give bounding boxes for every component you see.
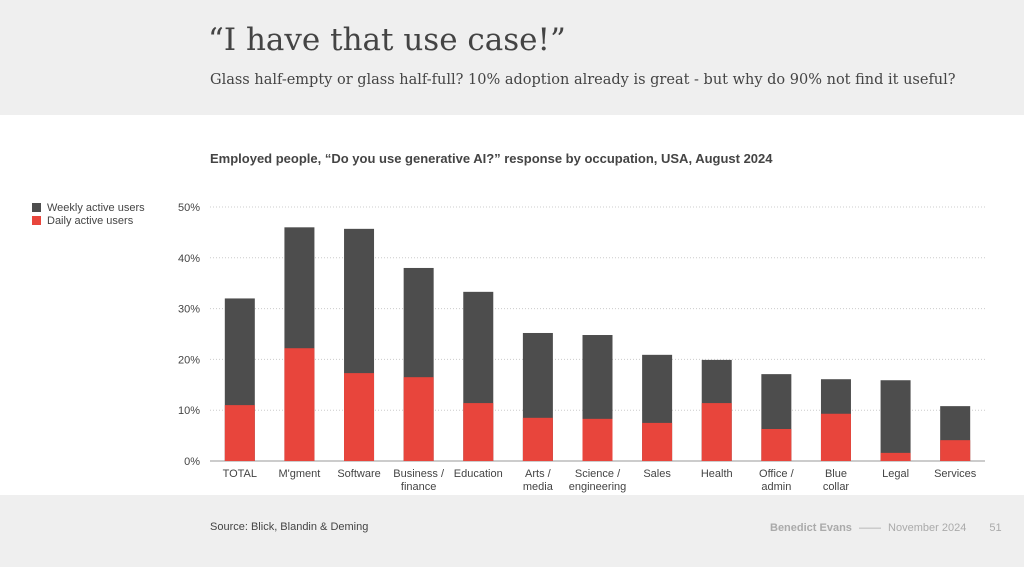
separator: ——: [858, 522, 881, 534]
x-tick-label: collar: [823, 481, 850, 493]
y-tick-label: 50%: [178, 202, 200, 214]
x-tick-label: M'gment: [279, 468, 321, 480]
bar-weekly: [880, 380, 911, 461]
legend-item-weekly: Weekly active users: [32, 201, 145, 214]
bar-daily: [284, 348, 315, 461]
x-tick-label: Office /: [759, 468, 795, 480]
bar-daily: [403, 377, 434, 461]
bar-daily: [582, 418, 613, 461]
y-tick-label: 20%: [178, 354, 200, 366]
slide-subtitle: Glass half-empty or glass half-full? 10%…: [210, 72, 956, 88]
author: Benedict Evans: [770, 522, 852, 534]
bar-daily: [224, 405, 255, 461]
x-tick-label: Software: [337, 468, 380, 480]
legend-label: Weekly active users: [47, 201, 145, 214]
bar-daily: [880, 452, 911, 461]
chart-title: Employed people, “Do you use generative …: [210, 151, 773, 166]
x-tick-label: finance: [401, 481, 436, 493]
bar-daily: [820, 413, 851, 461]
bar-daily: [761, 428, 792, 461]
x-tick-label: Legal: [882, 468, 909, 480]
x-tick-label: Sales: [643, 468, 671, 480]
x-tick-label: engineering: [569, 481, 627, 493]
y-tick-label: 30%: [178, 304, 200, 316]
x-tick-label: Business /: [393, 468, 445, 480]
bar-daily: [463, 403, 494, 461]
y-tick-label: 40%: [178, 253, 200, 265]
x-tick-label: Arts /: [525, 468, 552, 480]
bar-daily: [522, 417, 553, 461]
x-tick-label: media: [523, 481, 554, 493]
x-tick-label: Education: [454, 468, 503, 480]
bar-daily: [701, 403, 732, 461]
legend-label: Daily active users: [47, 214, 134, 227]
y-tick-label: 10%: [178, 405, 200, 417]
bar-daily: [642, 422, 673, 461]
legend-swatch-daily: [32, 216, 41, 225]
bar-daily: [344, 373, 375, 461]
x-tick-label: Services: [934, 468, 977, 480]
x-tick-label: Science /: [575, 468, 621, 480]
date: November 2024: [888, 522, 967, 534]
x-tick-label: Health: [701, 468, 733, 480]
legend: Weekly active users Daily active users: [32, 201, 145, 227]
y-tick-label: 0%: [184, 456, 200, 468]
page-number: 51: [989, 522, 1002, 534]
footer-band: [0, 495, 1024, 567]
header-band: [0, 0, 1024, 115]
slide-title: “I have that use case!”: [208, 22, 566, 58]
legend-item-daily: Daily active users: [32, 214, 145, 227]
source-note: Source: Blick, Blandin & Deming: [210, 521, 369, 533]
x-tick-label: TOTAL: [223, 468, 257, 480]
x-tick-label: admin: [761, 481, 791, 493]
bar-daily: [940, 440, 971, 461]
x-tick-label: Blue: [825, 468, 847, 480]
legend-swatch-weekly: [32, 203, 41, 212]
footer-credit: Benedict Evans —— November 2024 51: [770, 522, 1002, 534]
